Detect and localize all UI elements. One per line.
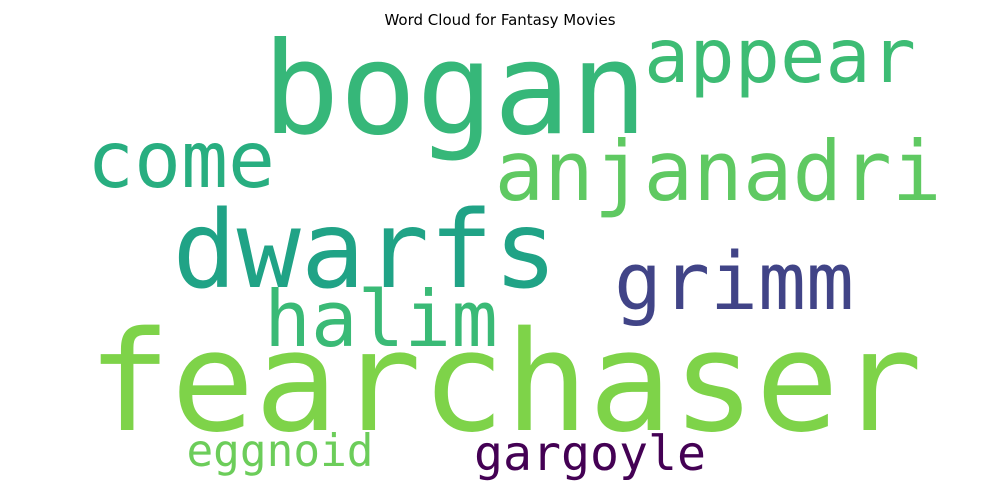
word-appear: appear	[644, 12, 916, 100]
word-halim: halim	[264, 275, 498, 365]
word-fearchaser: fearchaser	[88, 301, 923, 463]
word-come: come	[87, 116, 275, 206]
word-dwarfs: dwarfs	[172, 189, 557, 313]
word-eggnoid: eggnoid	[186, 426, 373, 477]
chart-title: Word Cloud for Fantasy Movies	[384, 11, 616, 29]
word-bogan: bogan	[263, 15, 648, 164]
word-gargoyle: gargoyle	[474, 426, 706, 482]
word-grimm: grimm	[614, 235, 854, 328]
word-anjanadri: anjanadri	[494, 124, 941, 220]
